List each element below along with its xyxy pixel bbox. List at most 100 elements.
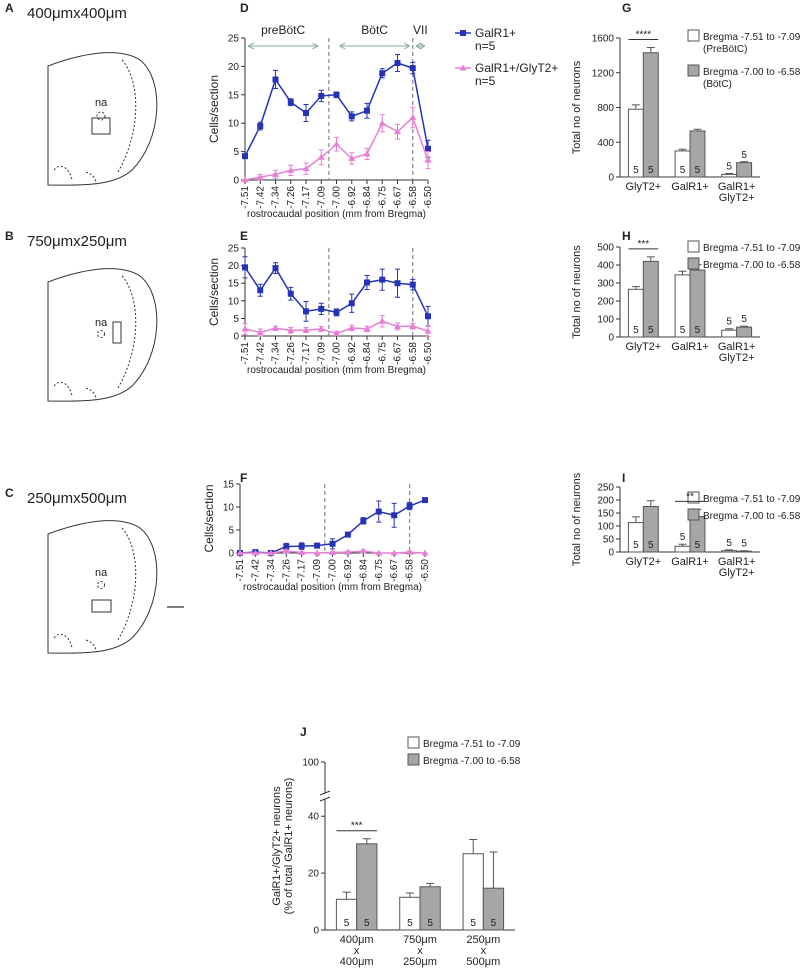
y-tick-label: 250 [597, 483, 614, 494]
data-point [424, 327, 432, 334]
x-tick-label: -6.84 [362, 186, 373, 209]
data-point [348, 154, 356, 161]
y-tick-label: 50 [603, 535, 615, 546]
schematic-a: A 400μmx400μm na [5, 1, 158, 186]
y-tick-label: 800 [597, 103, 614, 114]
error-bar [646, 256, 655, 262]
y-tick-label: 20 [228, 261, 240, 272]
x-tick-label: -7.51 [240, 186, 251, 209]
legend-swatch [407, 753, 420, 766]
dotted-boundary [117, 59, 137, 173]
error-bar [678, 543, 687, 547]
y-tick-label: 1200 [592, 68, 615, 79]
n-label: 5 [695, 540, 701, 551]
x-tick-label: GlyT2+ [625, 341, 661, 353]
n-label: 5 [726, 162, 732, 173]
x-axis-label: rostrocaudal position (mm from Bregma) [247, 365, 426, 376]
legend-label: Bregma -7.51 to -7.09 [423, 739, 521, 750]
n-label: 5 [741, 539, 747, 550]
error-bar [489, 851, 498, 889]
x-tick-label: -7.51 [235, 559, 246, 582]
data-point [348, 324, 356, 331]
y-tick-label: 200 [597, 496, 614, 507]
legend-n: n=5 [475, 39, 496, 53]
y-axis-label: Cells/section [207, 75, 221, 143]
panel-letter: I [622, 471, 625, 485]
x-tick-label: -6.58 [405, 559, 416, 582]
error-bar [725, 549, 734, 551]
dotted-boundary [117, 527, 137, 641]
section-outline [47, 268, 158, 402]
na-label: na [95, 317, 108, 329]
legend-label: Bregma -7.00 to -6.58 [423, 756, 521, 767]
y-tick-label: 5 [233, 147, 239, 158]
n-label: 5 [470, 918, 476, 929]
data-point [256, 328, 264, 335]
data-point [359, 547, 367, 554]
panel-letter: A [5, 1, 14, 15]
bar [736, 162, 753, 178]
error-bar [740, 161, 749, 163]
x-tick-label: -6.75 [377, 186, 388, 209]
x-tick-label: GalR1+ GlyT2+ [718, 181, 756, 204]
y-tick-label: 40 [308, 812, 320, 823]
y-tick-label: 5 [233, 314, 239, 325]
x-tick-label: -7.42 [255, 342, 266, 365]
n-label: 5 [680, 165, 686, 176]
data-point [303, 308, 309, 315]
y-tick-label: 25 [228, 244, 240, 255]
error-bar [646, 47, 655, 53]
legend-marker [459, 64, 467, 71]
n-label: 5 [364, 918, 370, 929]
y-tick-label: 200 [597, 297, 614, 308]
data-point [256, 173, 264, 180]
n-label: 5 [648, 325, 654, 336]
significance-label: ** [686, 491, 694, 502]
data-point [318, 305, 325, 312]
x-tick-label: -6.50 [420, 559, 431, 582]
error-bar [740, 325, 749, 328]
legend-n: n=5 [475, 74, 496, 88]
x-tick-label-line: 400μm [340, 956, 374, 968]
data-point [333, 140, 340, 147]
x-tick-label: -7.09 [316, 342, 327, 365]
y-tick-label: 15 [223, 480, 235, 491]
error-bar [693, 128, 702, 131]
y-tick-label: 15 [228, 279, 240, 290]
error-bar [646, 500, 655, 507]
y-tick-label: 100 [597, 315, 614, 326]
data-point [329, 549, 336, 556]
data-point [422, 497, 428, 504]
y-axis-label: Total no of neurons [571, 245, 583, 339]
bar [721, 329, 738, 338]
schematic-title: 750μmx250μm [27, 233, 127, 250]
data-point [298, 543, 305, 550]
legend-swatch [687, 491, 700, 504]
axis-break [319, 790, 331, 802]
x-tick-label-line: GlyT2+ [719, 192, 755, 204]
legend-label: Bregma -7.00 to -6.58 [703, 260, 800, 271]
data-point [348, 300, 355, 307]
data-point [272, 76, 279, 83]
y-tick-label: 5 [228, 526, 234, 537]
x-tick-label: -7.26 [286, 186, 297, 209]
section-outline [47, 520, 158, 654]
data-point [390, 549, 398, 556]
data-point [313, 549, 321, 556]
data-point [314, 542, 321, 549]
schematic-b: B 750μmx250μm na [5, 229, 158, 402]
legend-swatch [687, 240, 700, 253]
na-label: na [95, 97, 108, 109]
bar [721, 550, 738, 553]
significance-label: **** [636, 30, 652, 41]
y-tick-label: 0 [228, 549, 234, 560]
data-point [257, 287, 264, 294]
x-tick-label: GlyT2+ [625, 181, 661, 193]
x-tick-label: -7.34 [271, 342, 282, 365]
data-point [409, 114, 417, 121]
bar [674, 545, 691, 553]
data-point [421, 549, 429, 556]
x-tick-label: -7.26 [281, 559, 292, 582]
data-point [406, 548, 414, 555]
y-tick-label: 0 [233, 332, 239, 343]
